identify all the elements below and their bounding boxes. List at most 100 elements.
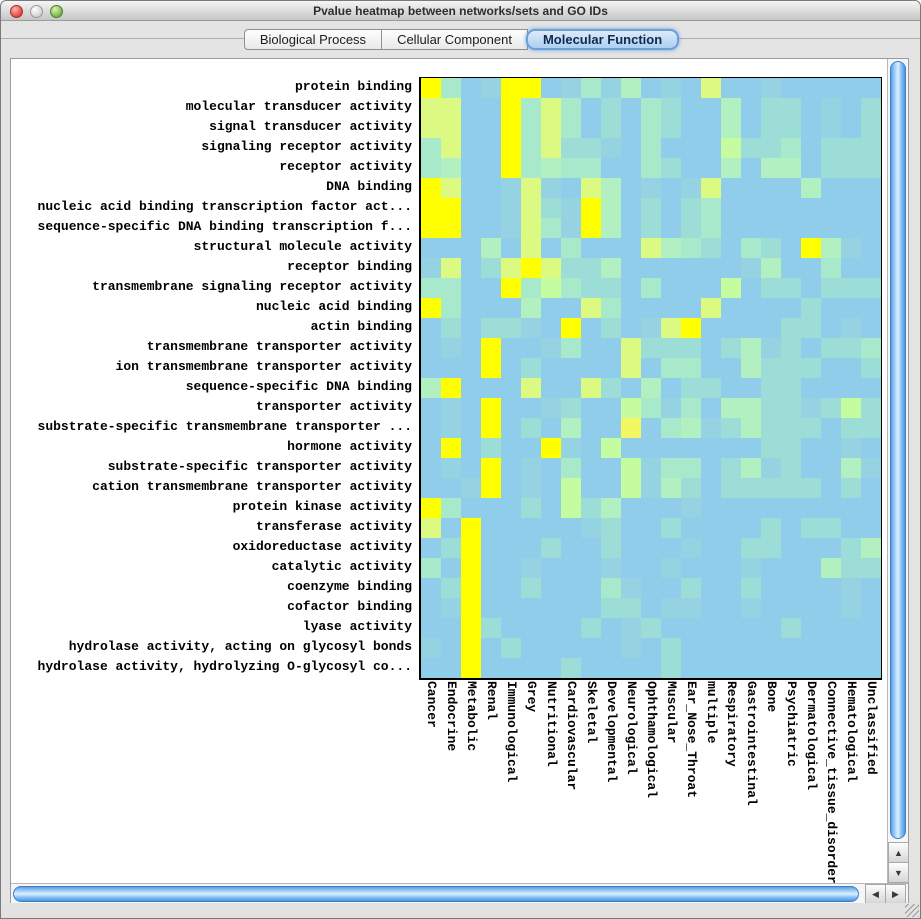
heatmap-cell [521,158,541,178]
heatmap-cell [621,378,641,398]
heatmap-cell [761,578,781,598]
heatmap-cell [521,658,541,678]
heatmap-row [421,658,881,678]
resize-grip-icon[interactable] [905,904,919,917]
heatmap-cell [601,398,621,418]
heatmap-cell [781,138,801,158]
heatmap-cell [641,298,661,318]
heatmap-cell [821,318,841,338]
heatmap-cell [421,598,441,618]
close-button-icon[interactable] [10,5,23,18]
heatmap-cell [581,118,601,138]
heatmap-cell [421,558,441,578]
heatmap-cell [521,238,541,258]
vertical-scrollbar[interactable]: ▲ ▼ [887,59,909,883]
heatmap-cell [541,558,561,578]
heatmap-cell [681,198,701,218]
heatmap-cell [521,98,541,118]
heatmap-cell [841,638,861,658]
heatmap-cell [721,218,741,238]
horizontal-scrollbar-thumb[interactable] [13,886,859,902]
heatmap-cell [741,238,761,258]
horizontal-scrollbar[interactable]: ◀ ▶ [11,883,908,904]
heatmap-cell [761,278,781,298]
heatmap-cell [781,478,801,498]
heatmap-cell [561,258,581,278]
heatmap-cell [741,558,761,578]
heatmap-cell [501,258,521,278]
heatmap-cell [641,558,661,578]
heatmap-cell [601,558,621,578]
heatmap-cell [661,458,681,478]
scroll-left-button[interactable]: ◀ [865,884,886,904]
heatmap-cell [801,658,821,678]
heatmap-cell [761,178,781,198]
heatmap-cell [441,78,461,98]
heatmap-cell [521,178,541,198]
heatmap-cell [781,98,801,118]
heatmap-cell [441,398,461,418]
scroll-right-button[interactable]: ▶ [885,884,906,904]
scroll-down-button[interactable]: ▼ [888,862,909,883]
heatmap-cell [581,558,601,578]
heatmap-cell [581,218,601,238]
row-label: cation transmembrane transporter activit… [92,479,412,494]
heatmap-cell [601,378,621,398]
heatmap-cell [561,618,581,638]
heatmap-cell [821,238,841,258]
tab-molecular-function[interactable]: Molecular Function [525,28,680,50]
column-label: Ophthamological [644,681,659,799]
heatmap-cell [581,398,601,418]
heatmap-cell [481,218,501,238]
minimize-button-icon[interactable] [30,5,43,18]
heatmap-cell [741,318,761,338]
column-label: Muscular [664,681,679,744]
tab-cellular-component[interactable]: Cellular Component [381,28,528,50]
heatmap [419,77,882,680]
heatmap-cell [801,618,821,638]
heatmap-cell [641,98,661,118]
heatmap-cell [541,518,561,538]
column-label: multiple [704,681,719,744]
heatmap-cell [801,278,821,298]
heatmap-cell [541,418,561,438]
heatmap-cell [681,458,701,478]
heatmap-cell [601,518,621,538]
heatmap-cell [461,558,481,578]
heatmap-cell [861,518,881,538]
heatmap-cell [841,518,861,538]
heatmap-cell [661,358,681,378]
heatmap-cell [821,218,841,238]
heatmap-cell [441,638,461,658]
heatmap-cell [621,598,641,618]
heatmap-cell [621,218,641,238]
heatmap-cell [561,658,581,678]
heatmap-cell [421,458,441,478]
heatmap-cell [841,498,861,518]
heatmap-cell [441,158,461,178]
vertical-scrollbar-thumb[interactable] [890,61,906,839]
heatmap-cell [461,278,481,298]
heatmap-cell [761,358,781,378]
scroll-up-button[interactable]: ▲ [888,842,909,863]
heatmap-cell [741,98,761,118]
zoom-button-icon[interactable] [50,5,63,18]
heatmap-cell [641,598,661,618]
heatmap-cell [721,178,741,198]
heatmap-cell [821,418,841,438]
titlebar[interactable]: Pvalue heatmap between networks/sets and… [1,1,920,21]
heatmap-cell [481,358,501,378]
heatmap-cell [861,638,881,658]
tab-biological-process[interactable]: Biological Process [243,28,383,50]
heatmap-cell [741,138,761,158]
plot-area: protein binding molecular transducer acti… [11,59,887,883]
heatmap-cell [721,518,741,538]
heatmap-cell [801,558,821,578]
heatmap-cell [561,238,581,258]
heatmap-cell [561,638,581,658]
heatmap-cell [501,438,521,458]
heatmap-cell [861,398,881,418]
heatmap-cell [641,578,661,598]
heatmap-cell [781,518,801,538]
heatmap-cell [661,418,681,438]
